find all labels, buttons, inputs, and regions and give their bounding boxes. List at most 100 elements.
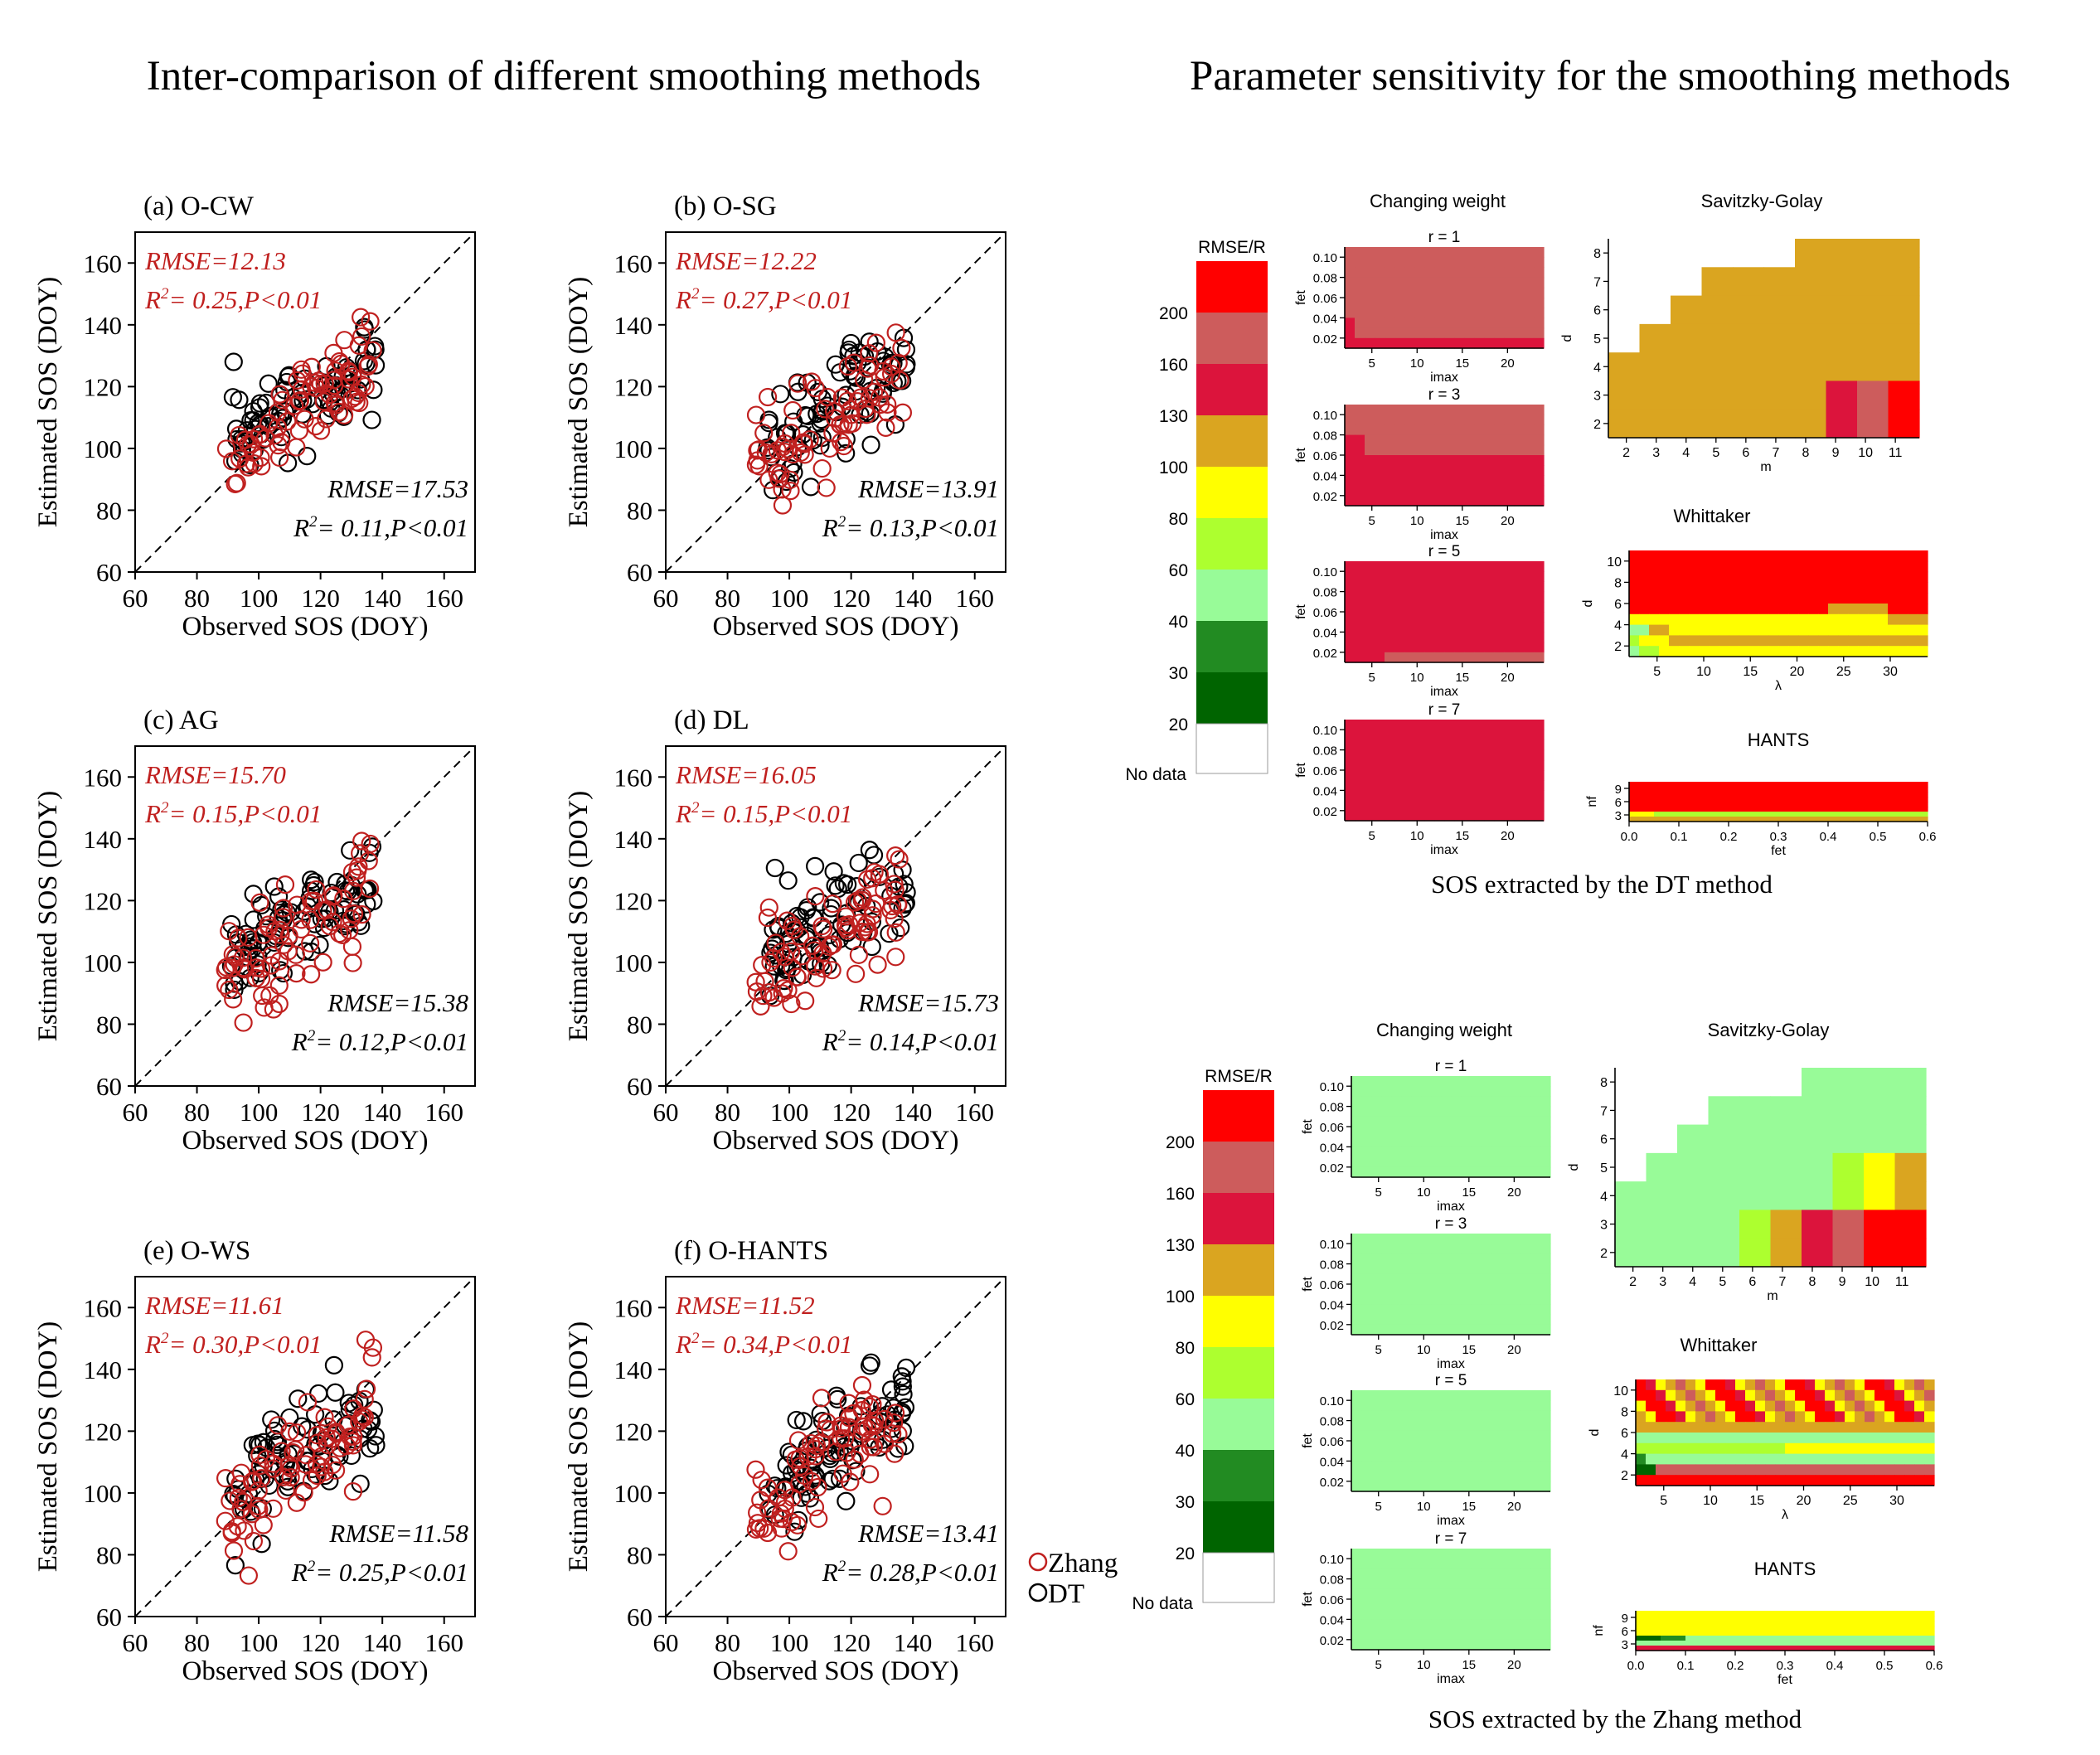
heat-cell (1534, 622, 1545, 633)
zhang-point (343, 953, 362, 972)
sg-cell (1671, 409, 1703, 439)
zhang-point (224, 1541, 244, 1560)
heat-cell (1391, 1096, 1402, 1108)
heat-cell (1431, 1430, 1442, 1442)
heat-cell (1888, 593, 1899, 604)
zhang-point (844, 1404, 863, 1423)
heat-cell (1838, 624, 1849, 636)
heat-cell (1659, 635, 1670, 647)
heat-cell (1474, 465, 1485, 476)
heat-cell (1699, 646, 1710, 657)
heat-cell (1788, 635, 1799, 647)
zhang-point (849, 945, 869, 964)
y-tick-label: 0.10 (1320, 1080, 1344, 1094)
heat-cell (1365, 257, 1375, 268)
y-axis-label: Estimated SOS (DOY) (564, 1321, 594, 1572)
heat-cell (1514, 561, 1525, 572)
heat-cell (1404, 298, 1415, 308)
y-tick-label: 0.04 (1320, 1455, 1344, 1469)
zhang-point (355, 1408, 374, 1427)
heat-cell (1822, 1641, 1836, 1646)
heat-cell (1705, 1442, 1716, 1455)
heat-cell (1474, 632, 1485, 643)
heat-cell (1540, 1451, 1551, 1462)
heat-cell (1441, 1137, 1452, 1147)
heat-cell (1808, 560, 1819, 573)
sg-cell (1795, 381, 1827, 410)
heat-cell (1915, 807, 1928, 812)
y-tick-label: 8 (1614, 576, 1622, 590)
heat-cell (1504, 800, 1515, 812)
heat-cell (1520, 1390, 1531, 1401)
sg-cell (1826, 295, 1858, 325)
heat-cell (1464, 749, 1475, 761)
heat-cell (1351, 1549, 1362, 1559)
sg-cell (1802, 1238, 1834, 1268)
heat-cell (1666, 1464, 1676, 1476)
heat-cell (1411, 1314, 1422, 1326)
heat-cell (1735, 1631, 1748, 1636)
heat-cell (1815, 1453, 1826, 1465)
heat-cell (1520, 1304, 1531, 1316)
heat-cell (1755, 1464, 1766, 1476)
heat-cell (1441, 1619, 1452, 1631)
x-tick-label: 0.5 (1870, 830, 1887, 844)
heat-cell (1797, 1626, 1811, 1631)
wh-y-label: d (1581, 600, 1595, 608)
y-tick-label: 120 (84, 886, 123, 915)
heat-cell (1375, 749, 1385, 761)
heat-cell (1909, 1626, 1923, 1631)
heat-cell (1808, 646, 1819, 657)
x-tick-label: 120 (832, 1098, 871, 1127)
heat-cell (1791, 807, 1804, 812)
heat-cell (1855, 1422, 1865, 1433)
zhang-point (892, 338, 911, 358)
heat-cell (1540, 1127, 1551, 1137)
heat-cell (1481, 1588, 1491, 1600)
heat-cell (1355, 739, 1365, 751)
heat-cell (1924, 1433, 1935, 1444)
heat-cell (1454, 434, 1465, 446)
heat-cell (1540, 1244, 1551, 1254)
zhang-point (252, 959, 271, 978)
heat-cell (1534, 612, 1545, 623)
heat-cell (1689, 613, 1700, 626)
heat-cell (1775, 1475, 1786, 1486)
heat-cell (1365, 739, 1375, 751)
heat-cell (1835, 1631, 1848, 1636)
heat-cell (1424, 739, 1435, 751)
sg-cell (1646, 1238, 1678, 1268)
heat-cell (1699, 582, 1710, 594)
heat-cell (1676, 1442, 1686, 1455)
heat-cell (1385, 455, 1395, 466)
y-tick-label: 120 (84, 372, 123, 401)
heat-cell (1704, 812, 1717, 817)
heat-cell (1890, 782, 1904, 788)
heat-cell (1471, 1420, 1482, 1432)
heat-cell (1530, 1609, 1541, 1620)
heat-cell (1656, 1379, 1666, 1391)
heat-cell (1629, 802, 1642, 807)
sg-cell (1708, 1210, 1740, 1239)
sg-cell (1677, 1181, 1710, 1211)
heat-cell (1766, 787, 1779, 793)
heat-cell (1375, 424, 1385, 436)
y-tick-label: 80 (627, 1540, 652, 1569)
heat-cell (1835, 1626, 1848, 1631)
heat-cell (1778, 571, 1789, 583)
heat-cell (1504, 591, 1515, 603)
heat-cell (1504, 434, 1515, 446)
heat-cell (1504, 257, 1515, 268)
x-tick-label: 6 (1748, 1275, 1756, 1289)
heat-cell (1704, 787, 1717, 793)
x-tick-label: 9 (1839, 1275, 1846, 1289)
heat-cell (1908, 635, 1918, 647)
plot-frame (134, 1276, 476, 1617)
scatter-points (746, 1353, 916, 1561)
heat-cell (1673, 1611, 1686, 1617)
heat-cell (1689, 571, 1700, 583)
x-tick-label: 120 (301, 1628, 340, 1657)
heat-cell (1524, 337, 1535, 349)
heat-cell (1815, 1464, 1826, 1476)
heat-cell (1903, 782, 1916, 788)
